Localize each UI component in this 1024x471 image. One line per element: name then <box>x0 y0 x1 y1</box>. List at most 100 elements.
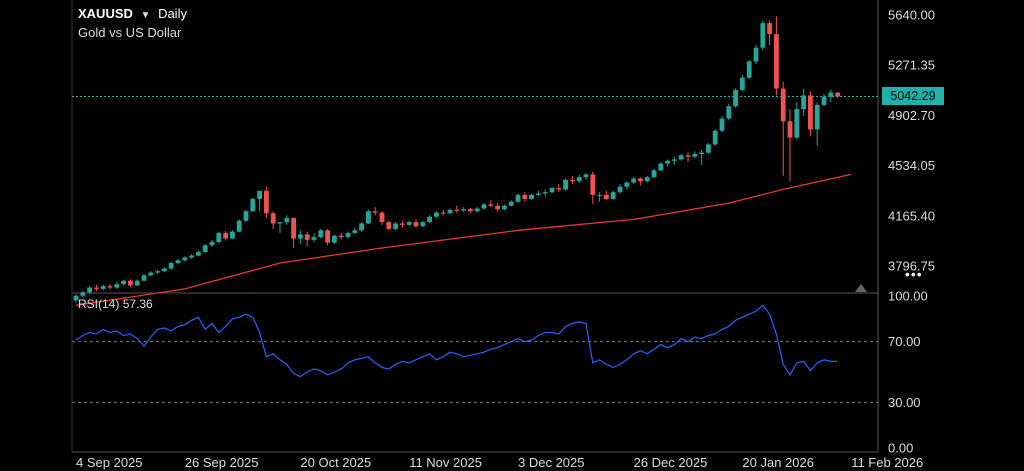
candle-body <box>767 23 772 35</box>
candle-body <box>787 121 793 138</box>
candle-body <box>746 61 752 78</box>
price-tick-label: 4165.40 <box>888 208 935 223</box>
candle-body <box>617 186 623 193</box>
candle-body <box>141 275 147 281</box>
candle-body <box>590 174 596 195</box>
rsi-legend[interactable]: RSI(14) 57.36 <box>78 297 153 311</box>
candle-body <box>447 209 453 214</box>
candle-body <box>624 182 630 187</box>
candle-body <box>434 212 439 217</box>
candle-body <box>610 192 616 199</box>
candle-body <box>576 177 582 182</box>
rsi-tick-label: 30.00 <box>888 395 921 410</box>
candle-body <box>488 204 494 206</box>
time-tick-label: 20 Oct 2025 <box>300 455 371 470</box>
candle-body <box>284 218 290 223</box>
candle-body <box>420 222 426 227</box>
candle-body <box>495 205 500 210</box>
moving-average-line <box>75 173 852 306</box>
rsi-tick-label: 0.00 <box>888 441 913 456</box>
candle-body <box>80 292 86 296</box>
candle-body <box>311 237 317 240</box>
candle-body <box>372 211 378 213</box>
rsi-line <box>75 304 838 378</box>
candle-body <box>406 222 412 225</box>
price-tick-label: 5640.00 <box>888 7 935 22</box>
candle-body <box>515 194 521 202</box>
candle-body <box>73 295 79 301</box>
candle-body <box>604 194 609 199</box>
candle-body <box>570 179 575 182</box>
time-tick-label: 11 Nov 2025 <box>409 455 482 470</box>
moving-average-layer <box>75 173 852 306</box>
time-axis: 4 Sep 2025 26 Sep 2025 20 Oct 2025 11 Nov 2… <box>76 455 923 470</box>
candle-body <box>318 230 324 238</box>
candle-body <box>502 205 507 210</box>
rsi-tick-label: 70.00 <box>888 334 921 349</box>
candle-body <box>175 260 181 264</box>
candle-body <box>182 257 188 261</box>
candle-body <box>155 271 160 273</box>
candle-body <box>168 263 174 269</box>
candle-body <box>597 194 602 196</box>
interval-label[interactable]: Daily <box>158 6 187 21</box>
symbol-name[interactable]: XAUUSD <box>78 6 133 21</box>
candle-body <box>400 223 405 225</box>
price-tick-label: 4902.70 <box>888 108 935 123</box>
rsi-tick-label: 100.00 <box>888 289 928 304</box>
candle-body <box>835 92 840 97</box>
candle-body <box>699 152 704 154</box>
candle-body <box>740 77 745 90</box>
candle-body <box>542 192 548 194</box>
candle-body <box>189 255 194 258</box>
candle-body <box>264 190 269 214</box>
candle-body <box>549 188 555 193</box>
rsi-value: 57.36 <box>122 297 153 311</box>
candle-body <box>162 268 167 272</box>
candle-body <box>685 155 691 157</box>
candle-body <box>298 234 303 239</box>
rsi-name: RSI(14) <box>78 297 120 311</box>
candle-body <box>114 284 120 288</box>
candle-body <box>230 231 235 239</box>
candle-body <box>794 109 800 138</box>
time-tick-label: 20 Jan 2026 <box>742 455 814 470</box>
candle-body <box>236 220 242 232</box>
candle-body <box>508 201 514 206</box>
candle-body <box>583 174 589 178</box>
candle-body <box>719 118 725 131</box>
candle-body <box>468 209 473 212</box>
candle-body <box>121 280 126 285</box>
candle-body <box>638 178 643 182</box>
candle-body <box>474 208 480 212</box>
candle-body <box>706 144 711 153</box>
symbol-legend[interactable]: XAUUSD ▼ Daily Gold vs US Dollar <box>78 5 187 41</box>
time-tick-label: 26 Dec 2025 <box>634 455 708 470</box>
candle-body <box>440 212 446 214</box>
grid-layer <box>71 0 879 453</box>
candle-body <box>216 233 222 242</box>
candle-body <box>644 177 650 182</box>
candle-body <box>678 155 684 160</box>
candle-body <box>726 106 732 119</box>
candle-body <box>631 178 636 183</box>
symbol-description: Gold vs US Dollar <box>78 25 182 40</box>
candle-body <box>352 230 358 234</box>
candle-body <box>379 212 385 223</box>
candle-body <box>461 209 466 211</box>
more-options-icon[interactable]: ••• <box>905 266 923 282</box>
chevron-down-icon[interactable]: ▼ <box>140 10 151 21</box>
candle-body <box>148 272 154 276</box>
price-tick-label: 3796.75 <box>888 259 935 274</box>
candle-body <box>257 190 262 199</box>
candle-body <box>536 193 541 195</box>
candle-body <box>733 89 738 107</box>
candle-body <box>712 130 718 145</box>
candle-body <box>359 223 364 231</box>
candle-body <box>393 223 398 229</box>
candles-layer <box>73 16 867 303</box>
candle-body <box>345 233 351 238</box>
candle-body <box>692 153 698 157</box>
price-tick-label: 5271.35 <box>888 58 935 73</box>
